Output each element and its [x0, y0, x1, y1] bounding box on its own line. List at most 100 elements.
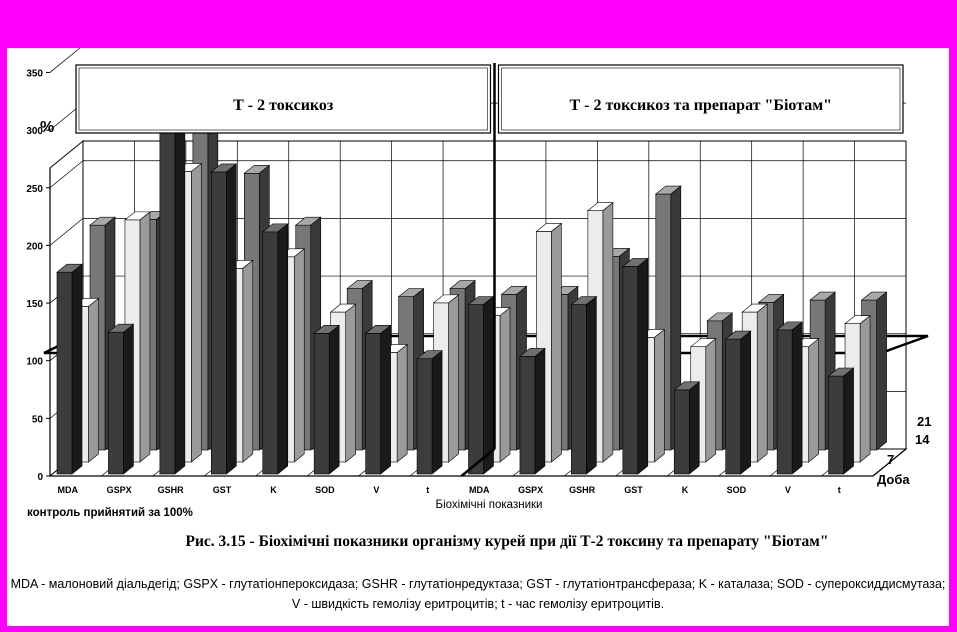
panel-title: Т - 2 токсикоз: [233, 97, 334, 114]
bar-side: [174, 90, 186, 475]
bar-side: [88, 297, 99, 463]
bar-top: [243, 164, 271, 174]
y-tick-label: 350: [26, 68, 43, 79]
figure-title: Рис. 3.15 - Біохімічні показники організ…: [185, 533, 829, 550]
bar-chart-3d: 0 50 100 150 200 250 300 350 Т - 2 токсикоз Т - 2…: [26, 48, 931, 519]
bars: [56, 90, 888, 475]
bar-side: [139, 211, 151, 463]
depth-tick-label: 7: [887, 452, 894, 467]
bar-side: [277, 223, 289, 475]
bar: [468, 304, 484, 475]
bar-top: [860, 291, 888, 301]
chart-panel: 0 50 100 150 200 250 300 350 Т - 2 токсикоз Т - 2…: [7, 48, 949, 626]
bar-top: [329, 303, 357, 313]
bar-top: [570, 296, 598, 305]
bar-top: [757, 294, 785, 303]
bar-top: [535, 223, 563, 232]
bar-top: [776, 321, 803, 331]
x-tick-label: GST: [624, 485, 643, 495]
bar-top: [724, 330, 752, 340]
bar-side: [534, 347, 546, 475]
bar: [416, 358, 433, 475]
bar-top: [706, 312, 734, 322]
panel-title-box-inner: [78, 67, 488, 131]
bar-side: [293, 248, 305, 463]
bar-side: [396, 343, 408, 463]
y-axis-label: %: [40, 119, 54, 136]
y-tick-label: 0: [37, 472, 43, 483]
bar-top: [500, 286, 528, 295]
bar-side: [226, 163, 237, 475]
bar-top: [56, 263, 83, 273]
bar-top: [313, 325, 341, 334]
labels: 0 50 100 150 200 250 300 350 Т - 2 токсикоз Т - 2…: [26, 68, 931, 519]
y-tick-label: 200: [26, 241, 43, 252]
figure-caption: MDA - малоновий діальдегід; GSPX - глута…: [10, 577, 946, 611]
x-tick-label: SOD: [315, 485, 335, 495]
bar: [622, 266, 639, 475]
bar-top: [210, 163, 238, 173]
bar: [365, 333, 381, 475]
depth-axis: [872, 448, 907, 477]
x-tick-label: SOD: [727, 485, 747, 495]
bar-top: [654, 185, 682, 195]
bar-side: [843, 367, 854, 475]
bar-side: [123, 323, 134, 475]
depth-tick-label: 21: [917, 414, 931, 429]
gridline-side: [49, 160, 84, 189]
bar-side: [586, 295, 597, 475]
bar-side: [756, 303, 768, 463]
bar-top: [844, 315, 871, 324]
bar-side: [448, 294, 459, 463]
bar: [56, 271, 73, 475]
bar-side: [242, 259, 254, 463]
bar: [519, 356, 536, 475]
bar-top: [89, 216, 116, 226]
y-tick-label: 100: [26, 357, 43, 368]
x-tick-label: GST: [213, 485, 232, 495]
x-tick-label: GSHR: [569, 485, 596, 495]
x-tick-label: K: [270, 485, 277, 495]
x-tick-label: t: [426, 485, 429, 495]
bar-side: [876, 291, 887, 451]
bar-top: [397, 288, 425, 297]
bar: [262, 231, 279, 475]
bar-side: [791, 321, 803, 475]
axes: [46, 63, 907, 477]
bar-side: [688, 381, 700, 475]
bar-top: [107, 323, 135, 333]
bar-top: [689, 338, 717, 348]
bar-top: [364, 325, 392, 334]
bar: [828, 375, 844, 475]
depth-tick-label: 14: [915, 432, 930, 447]
bar-top: [416, 350, 443, 360]
x-tick-label: V: [785, 485, 791, 495]
gridline-side: [49, 48, 81, 73]
bar-top: [809, 291, 836, 301]
bar-top: [827, 367, 855, 377]
panel-title-box: [75, 64, 492, 134]
bar-side: [431, 350, 443, 475]
bar-side: [551, 222, 562, 463]
y-tick-label: 50: [32, 414, 44, 425]
bar-side: [345, 303, 356, 463]
x-axis-label: Біохімічні показники: [436, 499, 543, 511]
bar-top: [432, 294, 460, 304]
bar-top: [587, 202, 614, 211]
y-tick-label: 300: [26, 126, 43, 137]
bar-side: [71, 263, 83, 475]
y-tick-label: 150: [26, 299, 43, 310]
gridline-side: [49, 218, 84, 246]
bar: [159, 98, 176, 475]
bar-top: [741, 303, 769, 313]
bar: [776, 329, 793, 475]
bar-side: [808, 338, 819, 463]
bar-side: [705, 338, 717, 463]
x-tick-label: MDA: [57, 485, 78, 495]
y-tick-label: 250: [26, 184, 43, 195]
panel-title-box-inner: [501, 67, 901, 131]
bar-top: [673, 381, 701, 391]
control-note: контроль прийнятий за 100%: [27, 507, 193, 519]
x-tick-label: MDA: [469, 485, 490, 495]
bar: [211, 171, 227, 475]
